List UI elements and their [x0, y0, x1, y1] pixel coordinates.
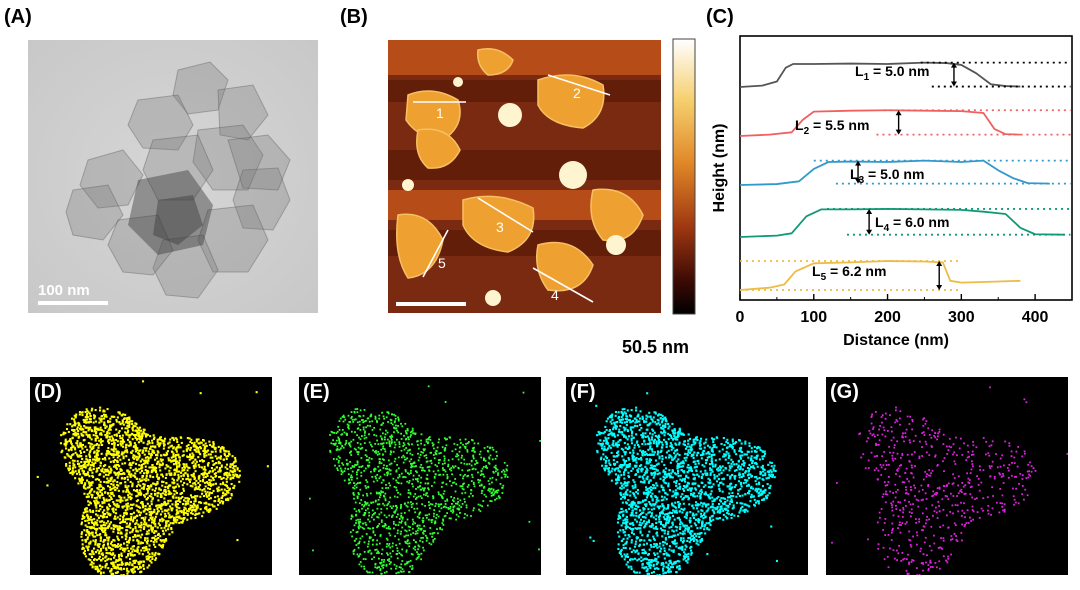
profile-label-3: 3	[496, 219, 504, 235]
height-profile-chart: 0 100 200 300 400 Distance (nm) Height (nm) L1 …	[711, 35, 1073, 349]
height-annotation-1: L1 = 5.0 nm	[855, 63, 929, 83]
element-signal-dots	[589, 392, 778, 575]
tem-dense-core	[128, 170, 213, 255]
profile-line-3	[739, 159, 1050, 186]
panel-label-f: (F)	[570, 381, 596, 403]
eds-map-g	[826, 377, 1068, 575]
profile-line-1	[739, 61, 1021, 88]
map-background	[826, 377, 1068, 575]
x-tick-label: 200	[874, 309, 901, 326]
height-annotation-4: L4 = 6.0 nm	[875, 214, 949, 234]
height-annotation-5: L5 = 6.2 nm	[812, 263, 886, 283]
profile-label-5: 5	[438, 255, 446, 271]
scale-bar	[38, 301, 108, 305]
x-axis-label: Distance (nm)	[843, 332, 949, 349]
panel-label-g: (G)	[830, 381, 859, 403]
profile-line-2	[739, 109, 1021, 137]
x-tick-label: 0	[736, 309, 745, 326]
reference-lines-1	[920, 61, 1071, 88]
panel-label-e: (E)	[303, 381, 330, 403]
afm-peaks	[402, 77, 626, 306]
element-signal-dots	[309, 385, 541, 575]
reference-lines-4	[827, 208, 1071, 236]
profile-label-2: 2	[573, 85, 581, 101]
height-annotation-2: L2 = 5.5 nm	[795, 117, 869, 137]
reference-lines-2	[876, 109, 1071, 136]
profile-label-1: 1	[436, 105, 444, 121]
scale-bar-label: 100 nm	[38, 282, 90, 299]
eds-map-e	[299, 377, 541, 575]
afm-profile-lines	[413, 74, 611, 303]
tem-particles	[65, 61, 291, 299]
panel-label-c: (C)	[706, 6, 734, 28]
element-signal-dots	[36, 380, 269, 575]
tem-image	[28, 40, 318, 313]
colorbar-max-label: 50.5 nm	[622, 337, 690, 357]
eds-map-f	[566, 377, 808, 575]
afm-image: 1 2 3 4 5	[388, 40, 661, 313]
panel-label-d: (D)	[34, 381, 62, 403]
plot-frame	[739, 35, 1073, 301]
profile-label-4: 4	[551, 287, 559, 303]
height-annotation-3: L3 = 5.0 nm	[850, 166, 924, 186]
x-tick-label: 400	[1022, 309, 1049, 326]
reference-lines-3	[813, 159, 1071, 185]
eds-map-d	[30, 377, 272, 575]
profile-line-5	[739, 260, 1021, 291]
x-tick-label: 300	[948, 309, 975, 326]
y-axis-label: Height (nm)	[711, 124, 728, 213]
afm-scale-bar	[396, 302, 466, 306]
afm-colorbar	[672, 38, 696, 315]
panel-label-a: (A)	[4, 6, 32, 28]
element-signal-dots	[831, 386, 1068, 575]
panel-label-b: (B)	[340, 6, 368, 28]
x-tick-label: 100	[800, 309, 827, 326]
reference-lines-5	[740, 260, 962, 291]
